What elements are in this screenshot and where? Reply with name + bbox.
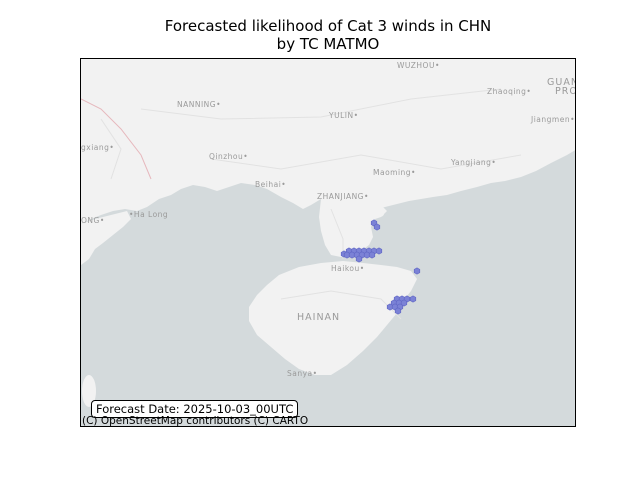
small-island	[374, 211, 384, 217]
place-label-pro: PRO	[555, 86, 576, 97]
place-label-hainan: HAINAN	[297, 312, 341, 323]
place-label-maoming: Maoming•	[373, 168, 416, 177]
forecast-date-label: Forecast Date: 2025-10-03_00UTC	[91, 400, 299, 418]
leizhou-peninsula	[319, 199, 387, 257]
map-panel[interactable]: WUZHOU• GUAN PRO Zhaoqing• NANNING• YULI…	[80, 58, 576, 427]
forecast-hex-cell	[368, 251, 376, 259]
place-label-yulin: YULIN•	[329, 111, 359, 120]
vietnam-coast	[81, 211, 131, 265]
place-label-beihai: Beihai•	[255, 180, 287, 189]
place-label-qinzhou: Qinzhou•	[209, 152, 249, 161]
forecast-hex-cell	[400, 299, 408, 307]
place-label-zhaoqing: Zhaoqing•	[487, 87, 532, 96]
place-label-guan: GUAN	[547, 77, 576, 88]
place-label-ong: ONG•	[81, 216, 105, 225]
forecast-hex-cell	[373, 223, 381, 231]
map-title-line-2: by TC MATMO	[276, 35, 380, 53]
place-label-halong: •Ha Long	[129, 210, 169, 219]
mainland-land	[81, 59, 575, 224]
hainan-island	[249, 261, 417, 375]
map-title-line-1: Forecasted likelihood of Cat 3 winds in …	[164, 17, 492, 35]
map-attribution: (C) OpenStreetMap contributors (C) CARTO	[82, 415, 309, 427]
place-label-nanning: NANNING•	[177, 100, 222, 109]
forecast-hex-layer	[340, 219, 421, 315]
place-label-jiangmen: Jiangmen•	[531, 115, 576, 124]
small-island	[82, 375, 96, 407]
place-label-zhanjiang: ZHANJIANG•	[317, 192, 369, 201]
forecast-hex-cell	[413, 267, 421, 275]
forecast-hex-cell	[409, 295, 417, 303]
forecast-hex-cell	[355, 255, 363, 263]
place-label-sanya: Sanya•	[287, 369, 318, 378]
country-border	[81, 98, 152, 180]
forecast-hex-cell	[394, 307, 402, 315]
place-label-yangjiang: Yangjiang•	[451, 158, 497, 167]
basemap	[81, 59, 575, 407]
place-label-wuzhou: WUZHOU•	[397, 61, 440, 70]
place-label-haikou: Haikou•	[331, 264, 365, 273]
place-label-gxiang: gxiang•	[81, 143, 115, 152]
forecast-hex-cell	[375, 247, 383, 255]
